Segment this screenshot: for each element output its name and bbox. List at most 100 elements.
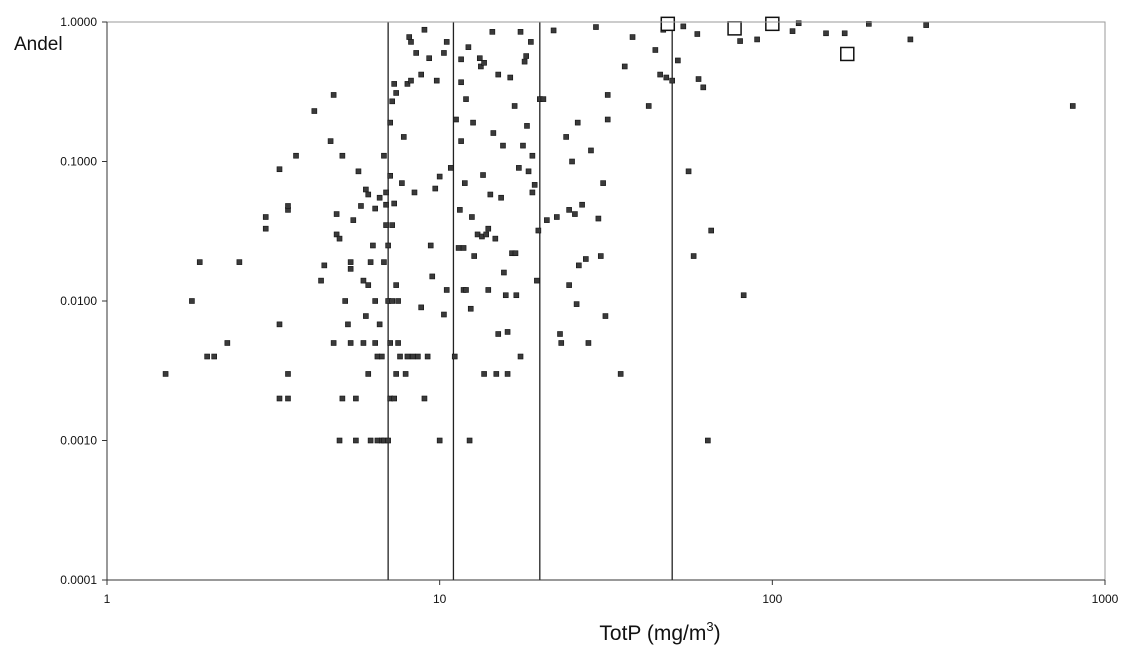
data-point [327, 138, 334, 144]
data-point [602, 313, 609, 319]
data-point [393, 282, 399, 288]
highlighted-data-point [765, 16, 780, 32]
data-point [355, 168, 362, 175]
data-point [379, 353, 385, 360]
y-tick-label: 0.1000 [60, 155, 97, 169]
data-point [700, 84, 707, 91]
data-point [339, 395, 346, 402]
data-point [554, 214, 560, 220]
data-point [400, 134, 407, 140]
data-point [443, 287, 450, 293]
data-point [600, 180, 606, 186]
data-point [489, 29, 496, 35]
y-tick-label: 0.0001 [60, 573, 97, 587]
data-point [617, 371, 624, 377]
data-point [629, 34, 636, 40]
data-point [451, 353, 458, 360]
data-point [236, 259, 243, 265]
data-point [557, 331, 563, 337]
data-point [487, 191, 494, 198]
data-point [336, 235, 343, 242]
data-point [520, 142, 526, 149]
data-point [358, 203, 364, 209]
highlighted-data-point [727, 21, 742, 36]
data-point [441, 311, 447, 318]
data-point [663, 74, 670, 81]
data-point [754, 36, 760, 43]
data-point [495, 71, 502, 78]
data-point [521, 58, 528, 65]
data-point [457, 207, 463, 213]
data-point [345, 321, 351, 328]
data-point [447, 165, 454, 171]
data-point [593, 24, 599, 30]
data-point [318, 277, 324, 284]
data-point [583, 256, 589, 262]
x-axis-title-superscript: 3 [706, 619, 713, 634]
data-point [528, 39, 534, 45]
data-point [467, 305, 474, 312]
data-point [367, 259, 374, 265]
data-point [321, 262, 328, 269]
data-point [458, 79, 464, 86]
data-point [276, 395, 283, 402]
data-point [418, 304, 424, 311]
data-point [276, 166, 283, 173]
data-point [372, 205, 378, 212]
x-axis-title-close: ) [714, 622, 721, 645]
data-point [391, 395, 397, 402]
x-tick-label: 1 [104, 592, 111, 606]
data-point [333, 231, 340, 238]
data-point [516, 165, 522, 171]
data-point [507, 74, 514, 81]
data-point [395, 340, 401, 346]
data-point [389, 98, 396, 105]
data-point [189, 298, 195, 304]
y-tick-label: 0.0100 [60, 294, 97, 308]
data-point [387, 119, 393, 126]
data-point [350, 217, 357, 223]
data-point [408, 39, 414, 45]
data-point [365, 191, 372, 198]
x-tick-label: 1000 [1092, 592, 1119, 606]
data-point [523, 53, 529, 59]
data-point [224, 340, 231, 346]
data-point [372, 340, 378, 346]
data-point [540, 96, 547, 102]
data-point [841, 30, 848, 37]
data-point [413, 50, 419, 56]
data-point [795, 20, 802, 27]
data-point [381, 259, 387, 265]
data-point [383, 201, 389, 208]
data-point [680, 23, 687, 30]
data-point [574, 119, 581, 126]
data-point [495, 331, 502, 337]
data-point [433, 77, 440, 84]
data-point [429, 273, 436, 280]
data-point [406, 34, 413, 40]
data-point [517, 353, 524, 360]
data-point [393, 371, 399, 377]
data-point [367, 437, 374, 444]
data-point [409, 353, 416, 360]
x-axis-title: TotP (mg/m3) [599, 619, 720, 645]
data-point [866, 21, 872, 27]
data-point [389, 298, 396, 304]
data-point [395, 298, 401, 304]
data-point [573, 301, 580, 307]
data-point [162, 371, 169, 377]
data-point [569, 158, 575, 165]
data-point [389, 222, 396, 228]
data-point [408, 77, 414, 84]
data-point [460, 245, 467, 251]
data-point [789, 28, 796, 34]
data-point [336, 437, 343, 444]
data-point [675, 57, 681, 64]
data-point [347, 340, 354, 346]
data-point [387, 340, 393, 346]
data-point [436, 173, 443, 180]
data-point [466, 437, 473, 444]
data-point [461, 180, 468, 186]
data-point [365, 371, 372, 377]
vertical-reference-lines [387, 22, 673, 580]
